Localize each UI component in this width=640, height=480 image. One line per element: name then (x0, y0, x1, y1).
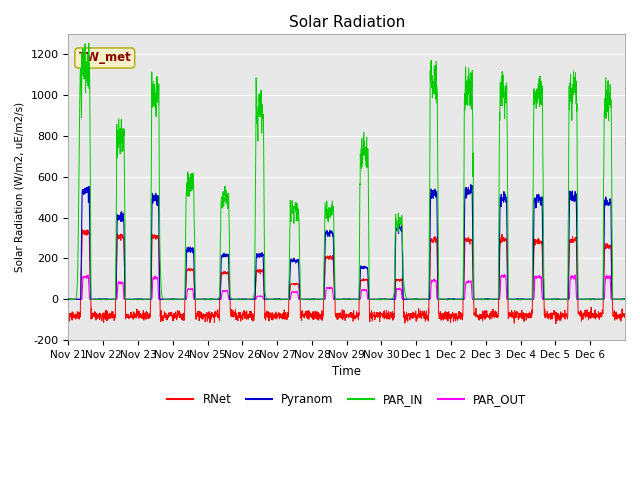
Title: Solar Radiation: Solar Radiation (289, 15, 405, 30)
X-axis label: Time: Time (332, 365, 361, 378)
Legend: RNet, Pyranom, PAR_IN, PAR_OUT: RNet, Pyranom, PAR_IN, PAR_OUT (163, 388, 531, 411)
Text: TW_met: TW_met (79, 51, 131, 64)
Y-axis label: Solar Radiation (W/m2, uE/m2/s): Solar Radiation (W/m2, uE/m2/s) (15, 102, 25, 272)
